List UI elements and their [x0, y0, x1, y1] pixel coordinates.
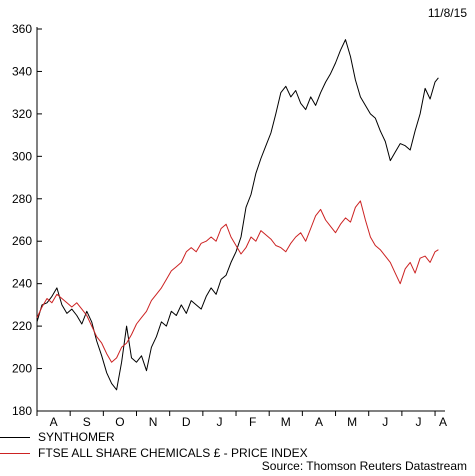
- legend-label-ftse: FTSE ALL SHARE CHEMICALS £ - PRICE INDEX: [38, 446, 308, 460]
- series-line-ftse: [36, 200, 439, 363]
- legend-swatch-synthomer: [0, 436, 30, 438]
- x-tick-label: A: [50, 415, 58, 429]
- y-tick-label: 300: [12, 149, 32, 163]
- chart-date: 11/8/15: [427, 6, 467, 20]
- x-tick-label: F: [249, 415, 256, 429]
- x-tick-label: J: [216, 415, 222, 429]
- series-lines: [36, 39, 439, 391]
- legend-label-synthomer: SYNTHOMER: [38, 430, 115, 444]
- source-note: Source: Thomson Reuters Datastream: [261, 459, 467, 473]
- x-tick-label: M: [347, 415, 357, 429]
- legend-item-synthomer: SYNTHOMER: [0, 430, 115, 444]
- y-tick-label: 260: [12, 234, 32, 248]
- x-tick-label: J: [382, 415, 388, 429]
- x-tick-label: N: [149, 415, 158, 429]
- y-axis: 180 200 220 240 260 280 300 320 340 360: [12, 22, 42, 418]
- x-tick-label: S: [83, 415, 91, 429]
- series-line-synthomer: [36, 39, 439, 391]
- y-tick-label: 240: [12, 277, 32, 291]
- x-tick-label: J: [415, 415, 421, 429]
- y-tick-label: 220: [12, 319, 32, 333]
- y-tick-label: 340: [12, 64, 32, 78]
- y-tick-label: 180: [12, 404, 32, 418]
- x-tick-label: A: [315, 415, 323, 429]
- y-tick-label: 280: [12, 192, 32, 206]
- legend-swatch-ftse: [0, 452, 30, 454]
- x-tick-label: D: [182, 415, 191, 429]
- legend-item-ftse: FTSE ALL SHARE CHEMICALS £ - PRICE INDEX: [0, 446, 308, 460]
- y-tick-label: 200: [12, 362, 32, 376]
- x-tick-label: A: [439, 415, 447, 429]
- y-tick-label: 360: [12, 22, 32, 36]
- x-tick-label: M: [281, 415, 291, 429]
- y-tick-label: 320: [12, 107, 32, 121]
- x-tick-label: O: [115, 415, 124, 429]
